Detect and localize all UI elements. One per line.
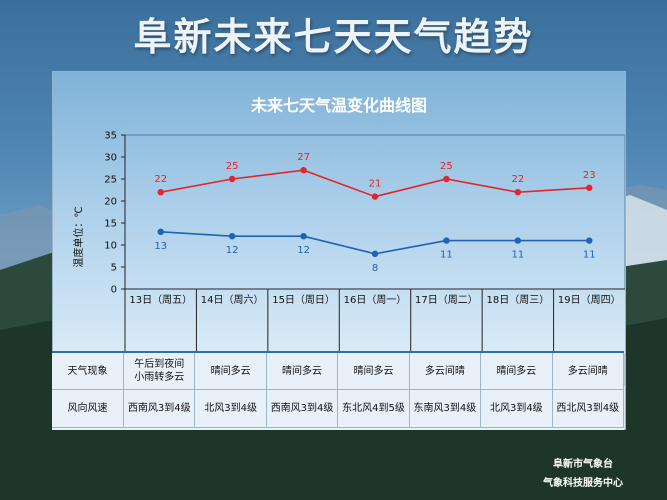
data-label-low: 13 xyxy=(154,241,167,252)
y-axis-label: 温度单位：℃ xyxy=(74,206,85,268)
x-tick-label: 15日（周日） xyxy=(272,294,335,306)
wind-cell: 西北风3到4级 xyxy=(552,390,624,428)
phenomenon-row: 天气现象 午后到夜间 小雨转多云 晴间多云 晴间多云 晴间多云 多云间晴 晴间多云 多云间晴 xyxy=(52,353,624,390)
data-point-high xyxy=(228,175,236,183)
data-label-high: 23 xyxy=(583,170,596,181)
x-tick-label: 18日（周三） xyxy=(486,294,549,306)
wind-cell: 西南风3到4级 xyxy=(124,390,196,428)
data-label-high: 25 xyxy=(226,161,239,172)
page-title: 阜新未来七天天气趋势 xyxy=(133,15,534,59)
chart-title: 未来七天气温变化曲线图 xyxy=(250,96,427,115)
data-point-high xyxy=(586,184,593,191)
y-tick-label: 10 xyxy=(104,241,117,252)
data-point-low xyxy=(157,228,164,235)
data-label-high: 22 xyxy=(511,174,524,185)
data-label-high: 21 xyxy=(369,179,382,190)
data-point-high xyxy=(443,175,450,183)
data-point-high xyxy=(514,189,522,196)
wind-cell: 东南风3到4级 xyxy=(409,390,482,428)
wind-cell: 北风3到4级 xyxy=(481,390,553,428)
chart-area: 0 5 10 15 20 25 30 35 13日（周五） 14日（周六） 15日（周日） 16日（周… xyxy=(53,72,625,352)
data-point-high xyxy=(371,193,379,200)
phenomenon-cell: 晴间多云 xyxy=(481,353,553,390)
data-label-low: 11 xyxy=(511,250,524,261)
weather-table: 天气现象 午后到夜间 小雨转多云 晴间多云 晴间多云 晴间多云 多云间晴 晴间多云 多云间晴 … xyxy=(52,351,624,430)
data-point-low xyxy=(300,233,307,240)
phenomenon-cell: 晴间多云 xyxy=(338,353,410,390)
phenomenon-cell: 午后到夜间 小雨转多云 xyxy=(124,353,196,390)
data-label-low: 12 xyxy=(297,245,310,256)
y-tick-label: 20 xyxy=(104,197,117,208)
data-point-high xyxy=(300,167,307,174)
data-label-low: 12 xyxy=(226,245,239,256)
x-tick-label: 14日（周六） xyxy=(201,294,264,306)
phenomenon-cell: 多云间晴 xyxy=(409,353,482,390)
wind-label: 风向风速 xyxy=(52,390,124,428)
data-point-high xyxy=(157,189,164,196)
data-label-low: 8 xyxy=(372,263,378,274)
credit-service-center: 气象科技服务中心 xyxy=(543,478,623,489)
data-label-low: 11 xyxy=(583,250,596,261)
data-label-high: 27 xyxy=(297,152,310,163)
phenomenon-cell: 晴间多云 xyxy=(195,353,267,390)
wind-cell: 北风3到4级 xyxy=(195,390,267,428)
phenomenon-label: 天气现象 xyxy=(52,353,124,390)
data-label-low: 11 xyxy=(440,250,453,261)
data-point-low xyxy=(514,237,522,244)
x-tick-label: 17日（周二） xyxy=(415,294,478,306)
phenomenon-cell: 多云间晴 xyxy=(552,353,624,390)
data-label-high: 22 xyxy=(154,174,167,185)
y-tick-label: 25 xyxy=(104,175,117,186)
data-point-low xyxy=(228,233,236,240)
credit-observatory: 阜新市气象台 xyxy=(553,459,613,470)
wind-row: 风向风速 西南风3到4级 北风3到4级 西南风3到4级 东北风4到5级 东南风3到4级 北风… xyxy=(52,390,624,428)
y-tick-label: 5 xyxy=(111,263,117,274)
x-tick-label: 13日（周五） xyxy=(129,294,192,306)
data-point-low xyxy=(371,250,379,257)
phenomenon-cell: 晴间多云 xyxy=(266,353,339,390)
x-tick-label: 16日（周一） xyxy=(344,294,407,306)
y-tick-label: 35 xyxy=(104,131,117,142)
y-tick-label: 30 xyxy=(104,153,117,164)
wind-cell: 东北风4到5级 xyxy=(338,390,410,428)
temperature-chart: 0 5 10 15 20 25 30 35 13日（周五） 14日（周六） 15日（周日） 16日（周… xyxy=(104,131,625,352)
y-tick-label: 0 xyxy=(111,285,117,296)
data-point-low xyxy=(443,237,450,244)
x-tick-label: 19日（周四） xyxy=(558,294,621,306)
data-label-high: 25 xyxy=(440,161,453,172)
data-point-low xyxy=(586,237,593,244)
y-tick-label: 15 xyxy=(104,219,117,230)
wind-cell: 西南风3到4级 xyxy=(266,390,339,428)
